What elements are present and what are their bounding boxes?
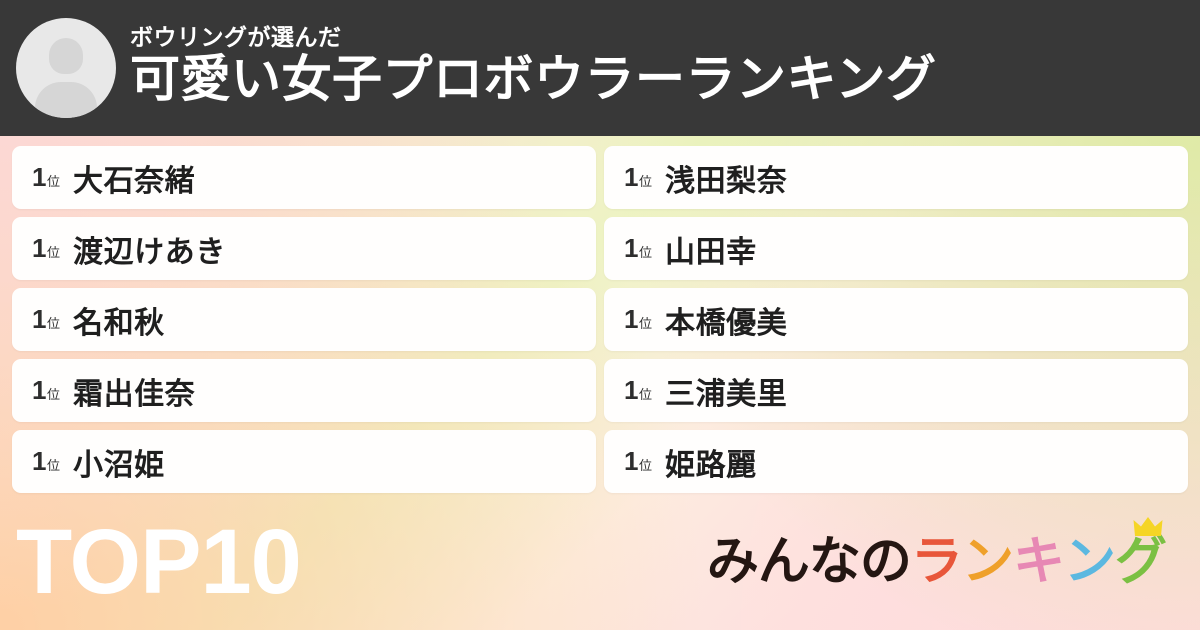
list-item[interactable]: 1 位 大石奈緒 [12, 146, 596, 209]
logo-part-n2: ン [1063, 533, 1116, 591]
rank-number: 1 [624, 304, 638, 334]
entry-name: 三浦美里 [664, 377, 788, 411]
rank-unit: 位 [638, 387, 652, 402]
rank-number: 1 [32, 375, 46, 405]
entry-name: 霜出佳奈 [72, 377, 196, 411]
rank-number: 1 [624, 233, 638, 263]
entry-name: 山田幸 [664, 235, 757, 269]
rank-unit: 位 [638, 316, 652, 331]
list-item[interactable]: 1 位 名和秋 [12, 288, 596, 351]
ranking-column-left: 1 位 大石奈緒 1 位 渡辺けあき 1 位 名和秋 [12, 146, 596, 493]
ranking-lists: 1 位 大石奈緒 1 位 渡辺けあき 1 位 名和秋 [0, 136, 1200, 493]
rank-badge: 1 位 [32, 446, 60, 477]
logo-part-minnano: みんなの [706, 533, 912, 591]
entry-name: 浅田梨奈 [664, 164, 788, 198]
rank-badge: 1 位 [32, 375, 60, 406]
entry-name: 小沼姫 [72, 448, 165, 482]
rank-number: 1 [32, 162, 46, 192]
list-item[interactable]: 1 位 浅田梨奈 [604, 146, 1188, 209]
crown-icon [1133, 517, 1163, 536]
rank-badge: 1 位 [32, 162, 60, 193]
header-text-block: ボウリングが選んだ 可愛い女子プロボウラーランキング [130, 23, 937, 112]
entry-name: 名和秋 [72, 306, 165, 340]
rank-number: 1 [32, 304, 46, 334]
rank-unit: 位 [638, 174, 652, 189]
top10-label: TOP10 [16, 511, 302, 613]
rank-number: 1 [624, 162, 638, 192]
logo-part-n1: ン [961, 533, 1014, 591]
rank-number: 1 [32, 446, 46, 476]
logo-part-gu: グ [1114, 533, 1167, 591]
list-item[interactable]: 1 位 山田幸 [604, 217, 1188, 280]
minna-no-ranking-logo: みんなの ラ ン キ ン グ [706, 517, 1170, 591]
page-title: 可愛い女子プロボウラーランキング [130, 51, 937, 108]
user-avatar-placeholder-icon [16, 18, 116, 118]
rank-number: 1 [624, 375, 638, 405]
entry-name: 本橋優美 [664, 306, 788, 340]
logo-part-ki: キ [1012, 533, 1065, 591]
poster-header: ボウリングが選んだ 可愛い女子プロボウラーランキング [0, 0, 1200, 136]
rank-unit: 位 [46, 174, 60, 189]
entry-name: 姫路麗 [664, 448, 757, 482]
poster-footer: TOP10 みんなの ラ ン キ ン グ [0, 500, 1200, 630]
entry-name: 大石奈緒 [72, 164, 196, 198]
rank-unit: 位 [46, 458, 60, 473]
rank-unit: 位 [46, 245, 60, 260]
rank-number: 1 [32, 233, 46, 263]
rank-badge: 1 位 [624, 446, 652, 477]
list-item[interactable]: 1 位 霜出佳奈 [12, 359, 596, 422]
poster-subtitle: ボウリングが選んだ [130, 23, 342, 50]
list-item[interactable]: 1 位 三浦美里 [604, 359, 1188, 422]
list-item[interactable]: 1 位 本橋優美 [604, 288, 1188, 351]
rank-unit: 位 [638, 458, 652, 473]
rank-badge: 1 位 [624, 233, 652, 264]
rank-unit: 位 [46, 387, 60, 402]
list-item[interactable]: 1 位 渡辺けあき [12, 217, 596, 280]
rank-badge: 1 位 [624, 162, 652, 193]
list-item[interactable]: 1 位 姫路麗 [604, 430, 1188, 493]
rank-badge: 1 位 [32, 304, 60, 335]
rank-unit: 位 [638, 245, 652, 260]
rank-badge: 1 位 [624, 375, 652, 406]
avatar-body-shape [35, 82, 97, 118]
entry-name: 渡辺けあき [72, 235, 226, 269]
list-item[interactable]: 1 位 小沼姫 [12, 430, 596, 493]
avatar-head-shape [49, 38, 83, 74]
rank-badge: 1 位 [624, 304, 652, 335]
rank-number: 1 [624, 446, 638, 476]
rank-unit: 位 [46, 316, 60, 331]
rank-badge: 1 位 [32, 233, 60, 264]
logo-part-ra: ラ [910, 533, 963, 591]
ranking-column-right: 1 位 浅田梨奈 1 位 山田幸 1 位 本橋優美 [604, 146, 1188, 493]
